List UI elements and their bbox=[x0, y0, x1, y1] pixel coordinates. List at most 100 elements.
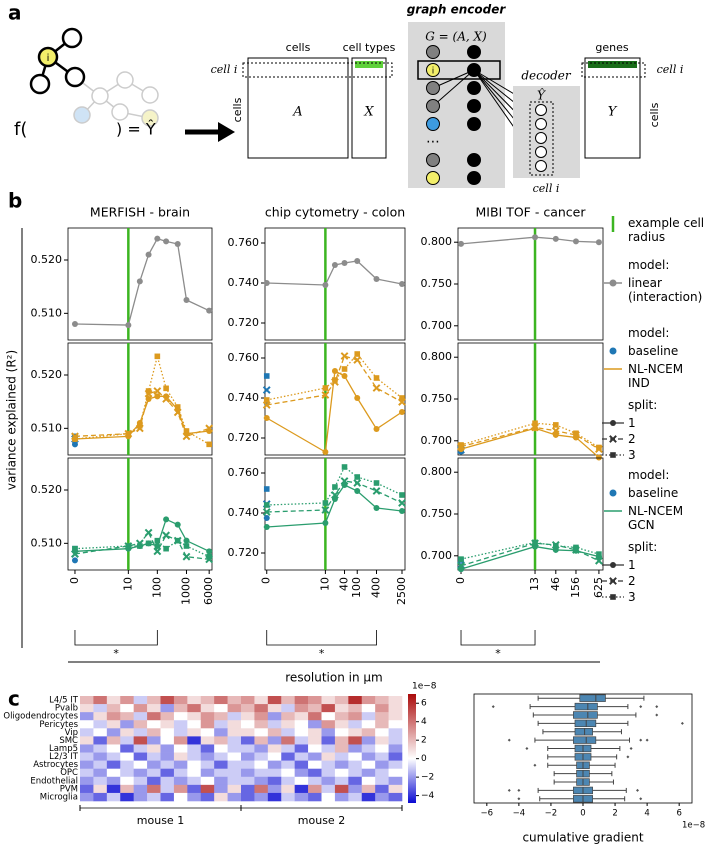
heat-cell bbox=[321, 784, 336, 794]
cell-type-bar bbox=[355, 61, 383, 68]
heat-cell bbox=[147, 712, 161, 721]
y-tick-label: 0.510 bbox=[31, 421, 63, 434]
outlier bbox=[517, 788, 521, 792]
heat-cell bbox=[173, 760, 188, 769]
legend-symbol bbox=[609, 489, 617, 497]
heat-cell bbox=[80, 712, 94, 721]
heat-cell bbox=[267, 776, 282, 786]
marker bbox=[340, 352, 349, 360]
heat-cell bbox=[241, 768, 255, 778]
heat-cell bbox=[147, 696, 161, 705]
marker bbox=[321, 506, 330, 514]
heat-cell bbox=[106, 792, 121, 802]
heat-cell bbox=[120, 712, 134, 721]
heat-cell bbox=[106, 752, 121, 761]
heat-cell bbox=[254, 696, 269, 705]
heat-cell bbox=[388, 736, 403, 745]
heat-cell bbox=[348, 744, 363, 753]
decoder-nodes bbox=[535, 104, 547, 172]
heat-cell bbox=[388, 696, 403, 705]
row-label: Oligodendrocytes bbox=[3, 712, 78, 722]
heat-cell bbox=[308, 768, 322, 778]
y-tick-label: 0.700 bbox=[421, 434, 453, 447]
marker bbox=[354, 258, 361, 264]
heat-cell bbox=[267, 712, 282, 721]
heat-cell bbox=[267, 728, 282, 737]
significance-label: * bbox=[495, 647, 501, 660]
x-tick-label: 0 bbox=[580, 809, 585, 819]
box bbox=[574, 702, 598, 711]
heat-cell bbox=[294, 720, 309, 729]
series-line bbox=[266, 484, 403, 528]
heat-cell bbox=[93, 768, 108, 778]
marker bbox=[72, 545, 78, 552]
row-label: Endothelial bbox=[30, 776, 78, 786]
legend-label: split: bbox=[628, 540, 658, 554]
heat-cell bbox=[348, 704, 363, 713]
decoder-title: decoder bbox=[521, 69, 572, 83]
heat-cell bbox=[214, 736, 228, 745]
heat-cell bbox=[375, 792, 389, 802]
heat-cell bbox=[321, 744, 336, 753]
marker bbox=[331, 262, 338, 268]
heat-cell bbox=[294, 704, 309, 713]
heat-cell bbox=[106, 712, 121, 721]
heat-cell bbox=[120, 784, 134, 794]
heat-cell bbox=[147, 760, 161, 769]
heat-cell bbox=[187, 752, 202, 761]
heat-cell bbox=[388, 784, 403, 794]
heat-cell bbox=[93, 752, 108, 761]
heat-cell bbox=[241, 792, 255, 802]
heat-cell bbox=[321, 792, 336, 802]
heat-cell bbox=[281, 736, 295, 745]
heat-cell bbox=[214, 728, 228, 737]
marker bbox=[399, 409, 406, 415]
heat-cell bbox=[173, 728, 188, 737]
outlier bbox=[655, 713, 659, 717]
heat-cell bbox=[308, 744, 322, 753]
chart-title: chip cytometry - colon bbox=[265, 205, 405, 220]
marker bbox=[162, 395, 171, 403]
heat-cell bbox=[160, 752, 175, 761]
y-tick-label: 0.520 bbox=[31, 253, 63, 266]
heat-cell bbox=[160, 728, 175, 737]
heat-cell bbox=[361, 792, 376, 802]
heat-cell bbox=[200, 736, 215, 745]
row-label: Astrocytes bbox=[33, 760, 78, 770]
marker bbox=[71, 441, 78, 448]
heat-cell bbox=[294, 792, 309, 802]
heat-cell bbox=[227, 720, 242, 729]
heat-cell bbox=[133, 720, 148, 729]
heat-cell bbox=[227, 776, 242, 786]
heat-cell bbox=[160, 760, 175, 769]
x-label: X bbox=[363, 105, 374, 120]
marker bbox=[551, 426, 560, 435]
y-tick-label: 0.740 bbox=[228, 506, 260, 519]
heat-cell bbox=[80, 768, 94, 778]
heat-cell bbox=[361, 768, 376, 778]
marker bbox=[206, 441, 212, 448]
marker bbox=[163, 516, 170, 523]
y-tick-label: 0.700 bbox=[421, 549, 453, 562]
significance-bracket bbox=[266, 630, 377, 646]
y-hat: Ŷ bbox=[537, 88, 546, 103]
marker bbox=[206, 548, 213, 555]
heat-cell bbox=[120, 704, 134, 713]
marker bbox=[263, 415, 270, 421]
x-tick-label: 46 bbox=[549, 577, 562, 591]
heat-cell bbox=[254, 736, 269, 745]
colorbar-label: −2 bbox=[421, 773, 434, 783]
row-label: Vip bbox=[65, 728, 78, 738]
outlier bbox=[639, 738, 643, 742]
marker bbox=[373, 276, 380, 282]
heat-cell bbox=[388, 752, 403, 761]
heat-cell bbox=[173, 784, 188, 794]
heat-cell bbox=[348, 736, 363, 745]
genes-label: genes bbox=[595, 41, 628, 54]
marker bbox=[458, 240, 465, 247]
y-tick-label: 0.760 bbox=[228, 236, 260, 249]
heat-cell bbox=[308, 704, 322, 713]
box bbox=[574, 728, 593, 736]
heat-cell bbox=[106, 768, 121, 778]
heat-cell bbox=[308, 784, 322, 794]
